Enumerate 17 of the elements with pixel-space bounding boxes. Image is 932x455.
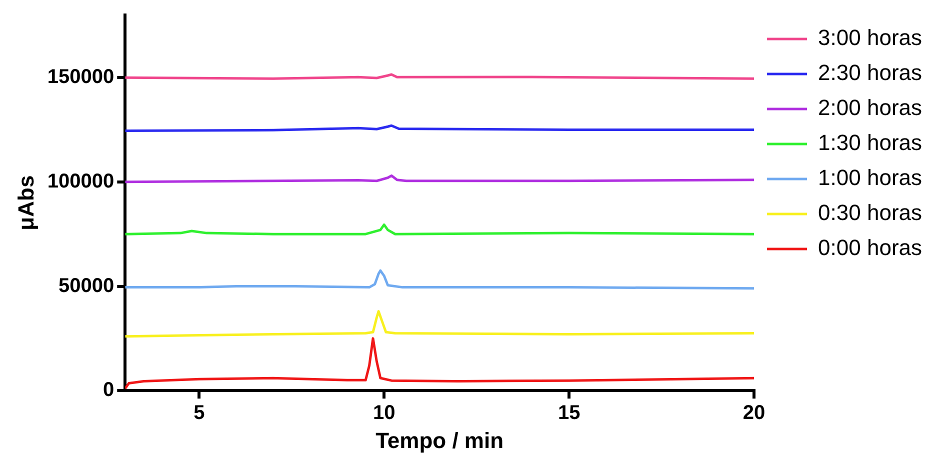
legend-label: 0:00 horas — [818, 235, 922, 260]
y-tick-label: 150000 — [47, 66, 114, 88]
legend-label: 1:00 horas — [818, 165, 922, 190]
legend-label: 1:30 horas — [818, 130, 922, 156]
legend-label: 2:30 horas — [818, 60, 922, 86]
y-tick-label: 0 — [103, 379, 114, 402]
y-axis-title: μAbs — [13, 175, 38, 230]
x-tick-label: 5 — [194, 402, 205, 424]
x-tick-label: 20 — [742, 402, 766, 424]
y-tick-label: 100000 — [47, 170, 114, 192]
legend-label: 0:30 horas — [818, 200, 922, 226]
legend-label: 2:00 horas — [818, 95, 922, 120]
x-tick-label: 15 — [558, 402, 580, 424]
x-tick-label: 10 — [372, 402, 396, 424]
x-axis-title: Tempo / min — [376, 428, 504, 453]
legend-label: 3:00 horas — [818, 25, 922, 50]
y-tick-label: 50000 — [58, 274, 114, 297]
